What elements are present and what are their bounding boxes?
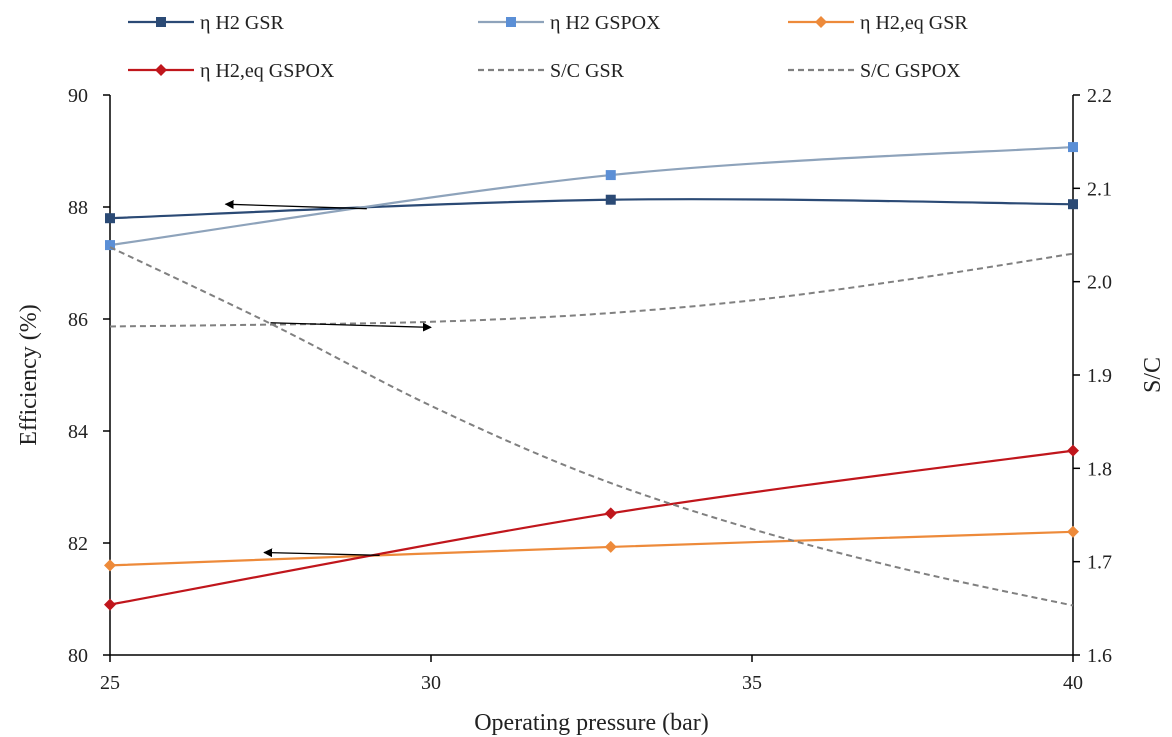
right-y-tick-label: 2.0 — [1087, 272, 1112, 294]
series-0 — [105, 194, 1078, 224]
data-point — [1067, 444, 1079, 457]
legend-label: η H2 GSR — [200, 12, 284, 34]
data-point — [105, 213, 115, 224]
axes: 25 30 35 40 80 82 84 86 88 90 1.6 1.7 1.8 1.9 2.0 2.1… — [68, 85, 1112, 694]
data-point — [604, 507, 617, 520]
data-point — [104, 559, 116, 572]
x-axis-title: Operating pressure (bar) — [474, 710, 709, 736]
left-y-tick-label: 82 — [68, 533, 88, 555]
data-point — [1067, 525, 1079, 538]
legend-item: η H2,eq GSR — [788, 12, 968, 34]
series-2 — [104, 525, 1079, 572]
left-y-ticks: 80 82 84 86 88 90 — [68, 85, 110, 667]
x-tick-label: 40 — [1063, 672, 1083, 694]
data-point — [605, 194, 616, 205]
annotations — [224, 199, 432, 558]
data-point — [104, 598, 116, 611]
x-tick-label: 25 — [100, 672, 120, 694]
series-4 — [109, 252, 1074, 328]
right-y-ticks: 1.6 1.7 1.8 1.9 2.0 2.1 2.2 — [1073, 85, 1112, 667]
legend-label: η H2,eq GSR — [860, 12, 968, 34]
legend-label: η H2,eq GSPOX — [200, 60, 335, 82]
left-y-tick-label: 90 — [68, 85, 88, 107]
legend-item: η H2,eq GSPOX — [128, 60, 335, 82]
legend-label: S/C GSR — [550, 60, 625, 82]
data-point — [1068, 199, 1078, 210]
right-y-tick-label: 1.7 — [1087, 552, 1112, 574]
legend-label: S/C GSPOX — [860, 60, 961, 82]
legend: η H2 GSR η H2 GSPOX η H2,eq GSR η H2,eq GSP… — [128, 12, 968, 82]
data-point — [105, 240, 115, 251]
data-point — [1068, 142, 1078, 153]
series-line — [109, 449, 1074, 606]
series-line — [109, 252, 1074, 328]
x-tick-label: 35 — [742, 672, 762, 694]
right-y-tick-label: 1.6 — [1087, 645, 1112, 667]
left-y-tick-label: 86 — [68, 309, 88, 331]
legend-swatch-marker — [506, 17, 516, 27]
series-3 — [104, 444, 1079, 611]
legend-swatch-marker — [155, 64, 167, 76]
series-line — [109, 530, 1074, 567]
legend-swatch-marker — [156, 17, 166, 27]
right-y-tick-label: 1.9 — [1087, 365, 1112, 387]
right-y-axis-title: S/C — [1140, 357, 1166, 393]
legend-item: S/C GSR — [478, 60, 625, 82]
annotation-arrow — [270, 322, 432, 332]
right-y-tick-label: 2.1 — [1087, 178, 1112, 200]
legend-label: η H2 GSPOX — [550, 12, 661, 34]
series-1 — [105, 142, 1078, 251]
right-y-tick-label: 2.2 — [1087, 85, 1112, 107]
x-tick-label: 30 — [421, 672, 441, 694]
legend-item: η H2 GSPOX — [478, 12, 661, 34]
left-y-tick-label: 88 — [68, 197, 88, 219]
series-group — [104, 142, 1079, 611]
legend-swatch-marker — [815, 16, 827, 28]
data-point — [604, 540, 617, 553]
left-y-axis-title: Efficiency (%) — [16, 304, 42, 445]
series-5 — [109, 246, 1074, 607]
legend-item: η H2 GSR — [128, 12, 284, 34]
left-y-tick-label: 84 — [68, 421, 88, 443]
annotation-arrow — [263, 548, 380, 558]
series-line — [109, 198, 1074, 220]
right-y-tick-label: 1.8 — [1087, 458, 1112, 480]
series-line — [109, 145, 1074, 247]
annotation-arrow — [224, 199, 367, 210]
left-y-tick-label: 80 — [68, 645, 88, 667]
x-ticks: 25 30 35 40 — [100, 655, 1083, 694]
data-point — [605, 170, 616, 181]
series-line — [109, 246, 1074, 607]
legend-item: S/C GSPOX — [788, 60, 961, 82]
